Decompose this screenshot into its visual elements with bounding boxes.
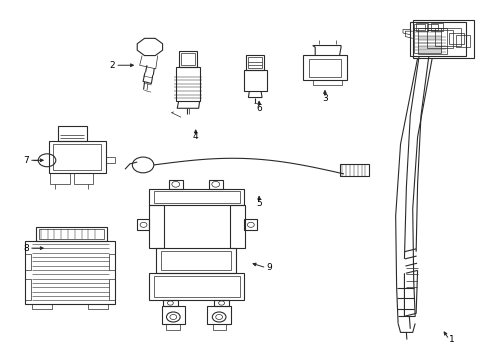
Text: 4: 4 (193, 132, 198, 141)
Bar (415, 23, 427, 31)
Bar (427, 24, 437, 30)
Bar (32, 304, 52, 309)
Bar (413, 24, 424, 30)
Bar (303, 55, 346, 80)
Bar (413, 28, 440, 53)
Bar (427, 30, 452, 48)
Bar (339, 164, 368, 176)
Bar (160, 251, 231, 270)
Bar (156, 248, 236, 273)
Text: 6: 6 (256, 104, 262, 113)
Bar (25, 241, 115, 304)
Text: 1: 1 (448, 335, 454, 344)
Bar (161, 306, 184, 324)
Bar (412, 21, 473, 58)
Bar (137, 220, 149, 230)
Bar (208, 180, 222, 189)
Text: 3: 3 (322, 94, 327, 103)
Bar (25, 279, 31, 300)
Bar (49, 140, 105, 173)
Bar (455, 35, 469, 47)
Bar (166, 324, 180, 330)
Bar (25, 253, 31, 270)
Bar (53, 144, 101, 170)
Bar (109, 253, 115, 270)
Bar (74, 173, 93, 184)
Bar (308, 59, 340, 77)
Text: 9: 9 (266, 264, 272, 273)
Text: 5: 5 (256, 199, 262, 208)
Bar (176, 67, 199, 101)
Bar (430, 23, 443, 31)
Bar (448, 33, 463, 44)
Bar (154, 191, 239, 203)
Bar (178, 51, 197, 67)
Bar (214, 300, 228, 306)
Bar (207, 306, 230, 324)
Text: 2: 2 (109, 61, 115, 70)
Bar (39, 229, 103, 239)
Bar (243, 69, 266, 91)
Bar (36, 227, 106, 241)
Bar (149, 205, 163, 248)
Bar (109, 279, 115, 300)
Text: 7: 7 (23, 156, 29, 165)
Bar (154, 276, 239, 297)
Bar (149, 273, 244, 300)
Bar (244, 220, 256, 230)
Bar (245, 55, 264, 69)
Bar (229, 205, 244, 248)
Bar (88, 304, 108, 309)
Bar (149, 189, 244, 205)
Bar (248, 57, 262, 68)
Bar (434, 28, 461, 45)
Bar (181, 53, 194, 65)
Bar (417, 28, 446, 54)
Bar (50, 173, 70, 184)
Bar (58, 126, 86, 140)
Bar (212, 324, 226, 330)
Bar (168, 180, 182, 189)
Bar (409, 22, 466, 56)
Bar (163, 300, 177, 306)
Text: 8: 8 (23, 244, 29, 253)
